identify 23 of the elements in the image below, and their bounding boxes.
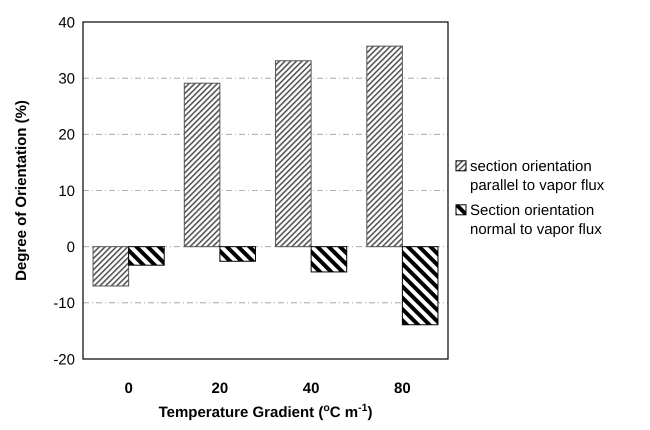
y-tick-label: 20 [58,126,75,144]
y-tick-label: 10 [58,182,75,200]
x-tick-label: 40 [302,380,320,397]
x-tick-label: 80 [394,380,411,397]
y-tick-label: -20 [53,351,75,368]
bar [275,60,312,248]
y-tick-label: 40 [58,14,75,32]
y-tick-label: 0 [66,238,75,256]
bar [92,246,130,286]
legend-label: Section orientation normal to vapor flux [470,202,602,238]
x-tick-label: 0 [124,380,133,397]
bar [366,46,403,248]
bar [219,246,256,262]
y-axis-title: Degree of Orientation (%) [13,100,30,281]
bar [402,246,438,326]
bar [310,246,348,272]
bar [184,82,220,248]
bar [128,246,165,266]
y-tick-label: 30 [58,70,75,88]
legend-label: section orientation parallel to vapor flux [470,158,605,194]
x-tick-label: 20 [212,380,228,397]
x-axis-title: Temperature Gradient ($^{o}$C m$^{-1}$) [158,402,372,421]
y-tick-label: -10 [53,295,75,312]
